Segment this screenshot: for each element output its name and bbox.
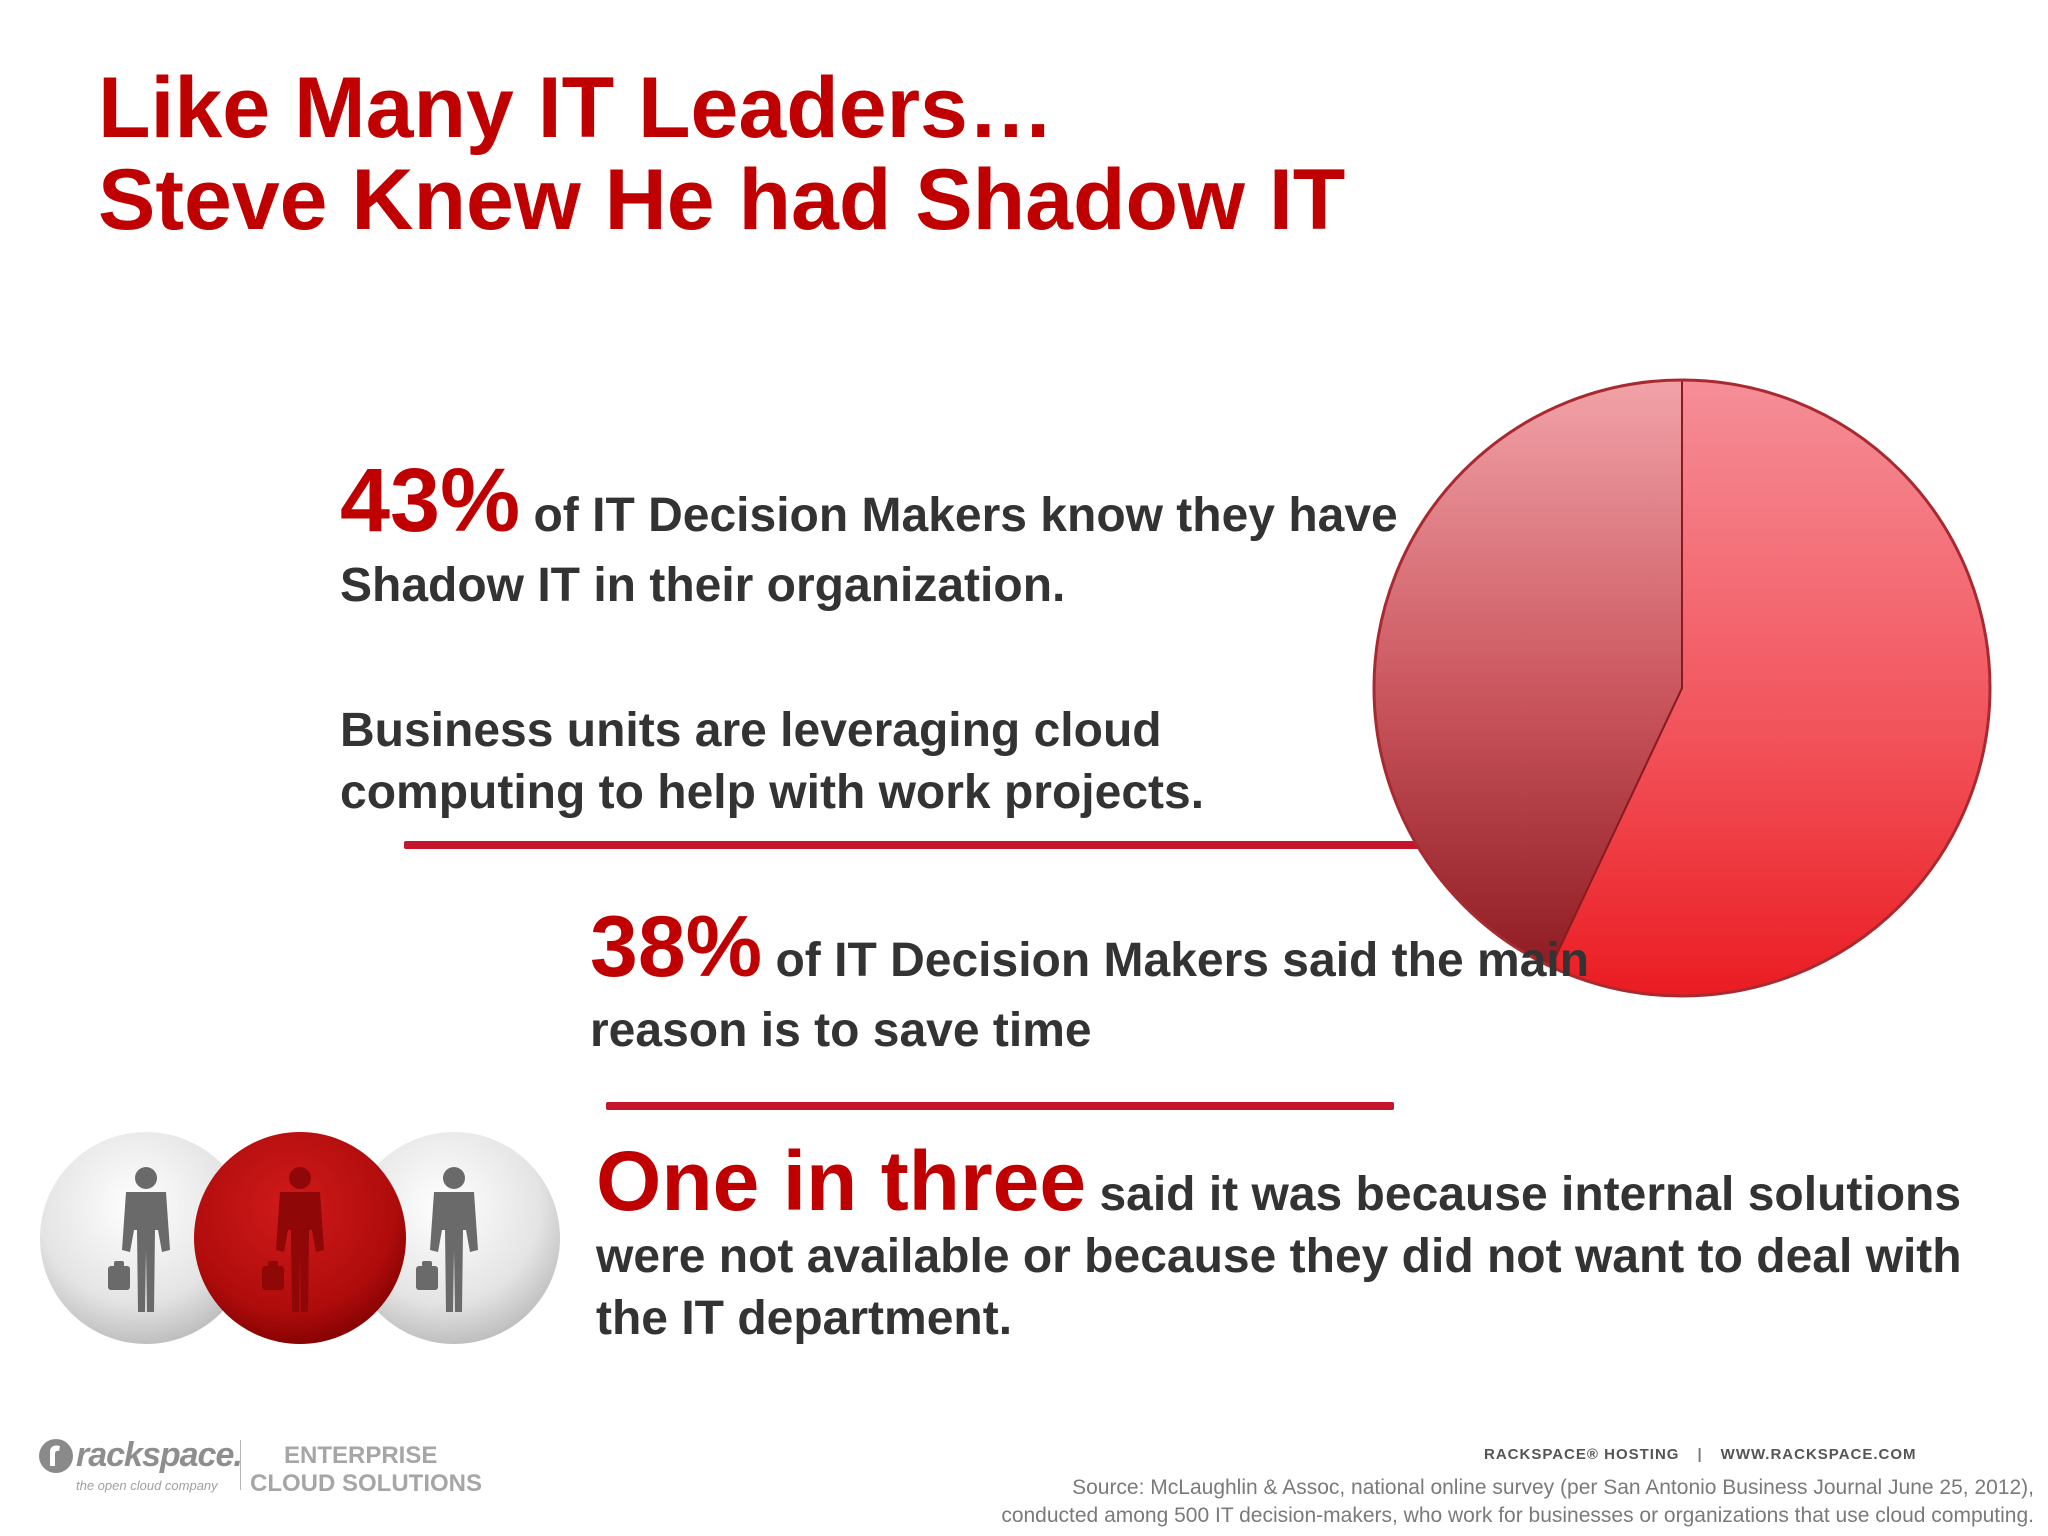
source-line-1: Source: McLaughlin & Assoc, national onl…	[1072, 1476, 2034, 1499]
title-line-1: Like Many IT Leaders…	[98, 60, 1054, 156]
footer-separator: |	[1697, 1446, 1703, 1463]
divider-line	[404, 841, 1429, 849]
logo-divider	[240, 1440, 241, 1490]
logo-tagline: the open cloud company	[76, 1478, 218, 1493]
rackspace-logo: rackspace. the open cloud company ENTERP…	[36, 1432, 482, 1502]
stat-highlight: 38%	[590, 899, 763, 995]
logo-enterprise: ENTERPRISE CLOUD SOLUTIONS	[250, 1442, 482, 1498]
title-line-2: Steve Knew He had Shadow IT	[98, 152, 1346, 248]
stat-text: of IT Decision Makers said the main reas…	[590, 934, 1590, 1057]
slide-title: Like Many IT Leaders… Steve Knew He had …	[98, 62, 1345, 246]
people-graphic	[40, 1132, 560, 1344]
logo-wordmark: rackspace.	[76, 1436, 243, 1474]
pie-slices	[1372, 378, 1992, 998]
pie-outline	[1372, 378, 1992, 998]
logo-enterprise-line-1: ENTERPRISE	[284, 1442, 438, 1469]
stat-highlight: 43%	[340, 451, 521, 551]
stat-38-percent: 38% of IT Decision Makers said the main …	[590, 904, 1590, 1066]
footer-website: WWW.RACKSPACE.COM	[1720, 1446, 1917, 1463]
stat-text: of IT Decision Makers know they have Sha…	[340, 489, 1398, 612]
stat-text: Business units are leveraging cloud comp…	[340, 704, 1205, 819]
logo-enterprise-line-2: CLOUD SOLUTIONS	[250, 1470, 482, 1497]
divider-line	[606, 1102, 1394, 1110]
stat-business-units: Business units are leveraging cloud comp…	[340, 700, 1340, 824]
source-citation: Source: McLaughlin & Assoc, national onl…	[1001, 1474, 2034, 1530]
footer-brand: RACKSPACE® HOSTING | WWW.RACKSPACE.COM	[1484, 1446, 1917, 1463]
stat-one-in-three: One in three said it was because interna…	[596, 1139, 1996, 1350]
stat-highlight: One in three	[596, 1134, 1087, 1228]
stat-43-percent: 43% of IT Decision Makers know they have…	[340, 456, 1400, 621]
footer-brand-name: RACKSPACE® HOSTING	[1484, 1446, 1680, 1463]
stat-text: said it was because internal solutions w…	[596, 1168, 1962, 1345]
pie-chart	[1372, 378, 1992, 998]
rackspace-mark-icon	[39, 1439, 73, 1473]
source-line-2: conducted among 500 IT decision-makers, …	[1001, 1504, 2034, 1527]
